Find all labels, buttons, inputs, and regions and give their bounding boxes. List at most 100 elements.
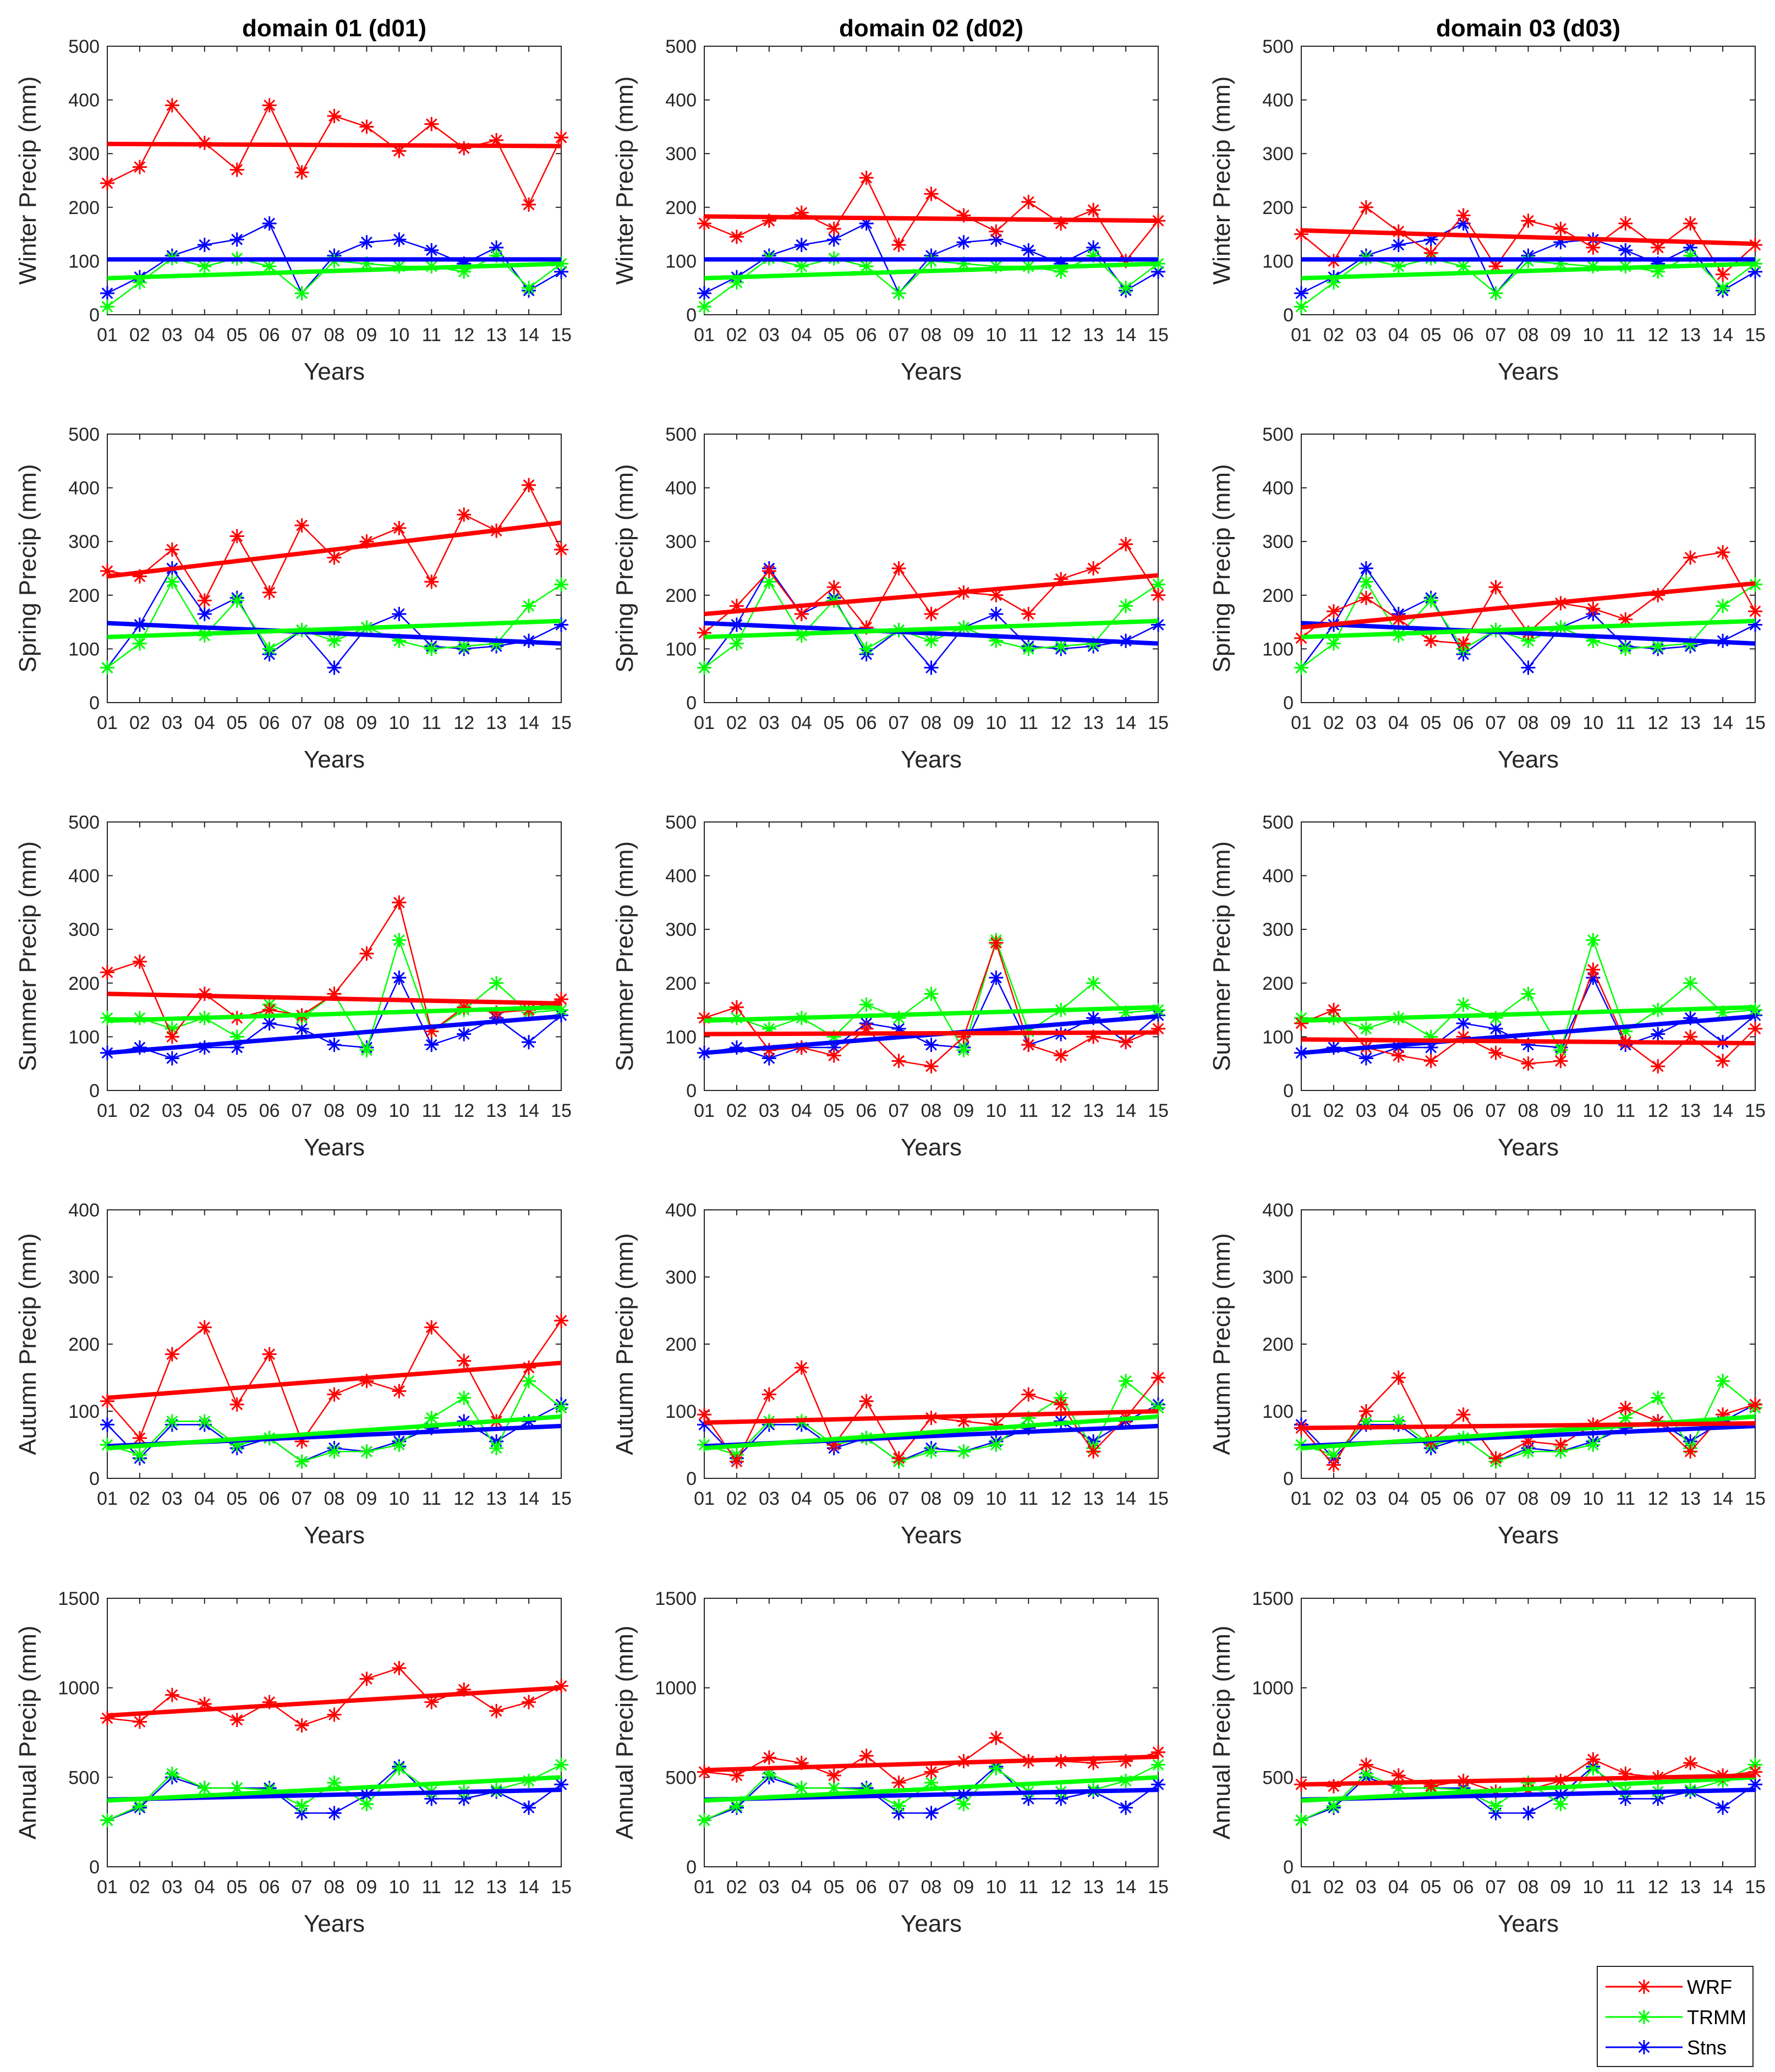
marker-stroke <box>555 619 567 631</box>
x-tick-label: 08 <box>1518 325 1539 346</box>
y-tick-label: 400 <box>1262 90 1294 111</box>
y-tick-label: 100 <box>68 1027 100 1048</box>
marker-stroke <box>296 1023 308 1035</box>
data-point <box>1358 1021 1373 1036</box>
subplot-r1-c3: 0 100 200 300 400 500 01 02 03 04 05 06 07 08 09 10 11 12… <box>1208 15 1766 385</box>
trend-line-trmm <box>1301 618 1756 639</box>
data-point <box>891 1799 906 1813</box>
x-tick-label: 11 <box>1019 1488 1038 1509</box>
data-point <box>1054 1397 1069 1412</box>
data-point <box>1326 1002 1341 1017</box>
x-tick-label: 12 <box>453 325 474 346</box>
x-tick-label: 14 <box>1115 1100 1136 1121</box>
x-tick-label: 12 <box>453 712 474 733</box>
marker-stroke <box>166 1053 178 1064</box>
marker-stroke <box>1120 600 1132 612</box>
marker-stroke <box>1749 619 1761 631</box>
subplot-title: domain 03 (d03) <box>1436 15 1620 42</box>
data-point <box>457 507 472 522</box>
data-point <box>294 518 309 533</box>
data-point <box>1119 1800 1133 1815</box>
data-point <box>359 119 374 134</box>
y-tick-label: 300 <box>68 919 100 940</box>
marker-stroke <box>698 287 710 299</box>
data-point <box>424 1695 439 1709</box>
data-point <box>457 1390 472 1405</box>
trend-line-trmm <box>704 1775 1159 1803</box>
marker-stroke <box>199 608 211 620</box>
x-tick-label: 07 <box>889 1877 910 1898</box>
marker-stroke <box>1619 643 1631 655</box>
series-wrf <box>697 537 1165 640</box>
x-tick-label: 13 <box>1083 1100 1104 1121</box>
marker-stroke <box>425 118 437 130</box>
data-point <box>359 235 374 250</box>
data-point <box>327 1038 342 1053</box>
y-axis-label: Spring Precip (mm) <box>14 464 41 673</box>
data-point <box>1294 1813 1308 1828</box>
marker-stroke <box>828 1050 840 1061</box>
marker-stroke <box>296 1800 308 1812</box>
marker-stroke <box>1360 592 1372 604</box>
marker-stroke <box>925 1777 937 1789</box>
data-point <box>1586 933 1601 947</box>
marker-stroke <box>231 1714 243 1726</box>
y-tick-label: 0 <box>686 1857 697 1878</box>
marker-stroke <box>990 226 1002 238</box>
x-tick-label: 05 <box>1421 1488 1442 1509</box>
x-tick-label: 14 <box>1712 712 1733 733</box>
x-tick-label: 03 <box>162 1100 183 1121</box>
marker-stroke <box>199 1322 211 1333</box>
y-tick-label: 400 <box>68 1200 100 1221</box>
x-tick-label: 01 <box>1291 1488 1312 1509</box>
x-tick-label: 07 <box>1486 1488 1506 1509</box>
marker-stroke <box>1087 562 1099 574</box>
data-point <box>489 240 504 255</box>
data-point <box>165 574 179 589</box>
data-point <box>1586 601 1601 616</box>
marker-stroke <box>698 662 710 673</box>
data-point <box>1651 1390 1666 1405</box>
data-point <box>165 542 179 557</box>
y-tick-label: 300 <box>665 144 697 165</box>
data-point <box>1488 1799 1503 1813</box>
marker-stroke <box>1295 1814 1307 1826</box>
data-point <box>392 606 407 621</box>
marker-stroke <box>523 282 535 294</box>
x-tick-label: 15 <box>1148 325 1169 346</box>
x-axis-label: Years <box>304 746 365 773</box>
data-point <box>392 971 407 985</box>
marker-stroke <box>296 1719 308 1731</box>
trend-line-trmm <box>704 261 1159 281</box>
marker-stroke <box>925 1060 937 1072</box>
x-tick-label: 04 <box>194 1877 215 1898</box>
x-tick-label: 05 <box>824 1100 845 1121</box>
x-tick-label: 06 <box>1453 325 1474 346</box>
data-point <box>924 633 939 648</box>
marker-stroke <box>361 947 372 960</box>
data-point <box>327 633 342 648</box>
data-point <box>1358 574 1373 589</box>
marker-stroke <box>458 1028 470 1040</box>
x-tick-label: 12 <box>453 1877 474 1898</box>
marker-stroke <box>990 1732 1002 1744</box>
legend-marker <box>1637 2040 1651 2054</box>
marker-stroke <box>1360 1768 1372 1780</box>
x-tick-label: 06 <box>856 1488 877 1509</box>
data-point <box>262 98 277 113</box>
y-tick-label: 300 <box>1262 919 1294 940</box>
data-point <box>392 933 407 947</box>
x-tick-label: 13 <box>1680 325 1701 346</box>
x-tick-label: 06 <box>259 1488 280 1509</box>
data-point <box>392 1438 407 1452</box>
y-tick-label: 200 <box>665 1334 697 1355</box>
x-tick-label: 10 <box>1582 1877 1603 1898</box>
data-point <box>197 238 212 253</box>
data-point <box>859 1394 874 1408</box>
data-point <box>294 1718 309 1733</box>
marker-stroke <box>1328 638 1340 650</box>
x-tick-label: 15 <box>1148 1877 1169 1898</box>
legend-label: Stns <box>1687 2036 1727 2059</box>
marker-stroke <box>990 589 1002 601</box>
